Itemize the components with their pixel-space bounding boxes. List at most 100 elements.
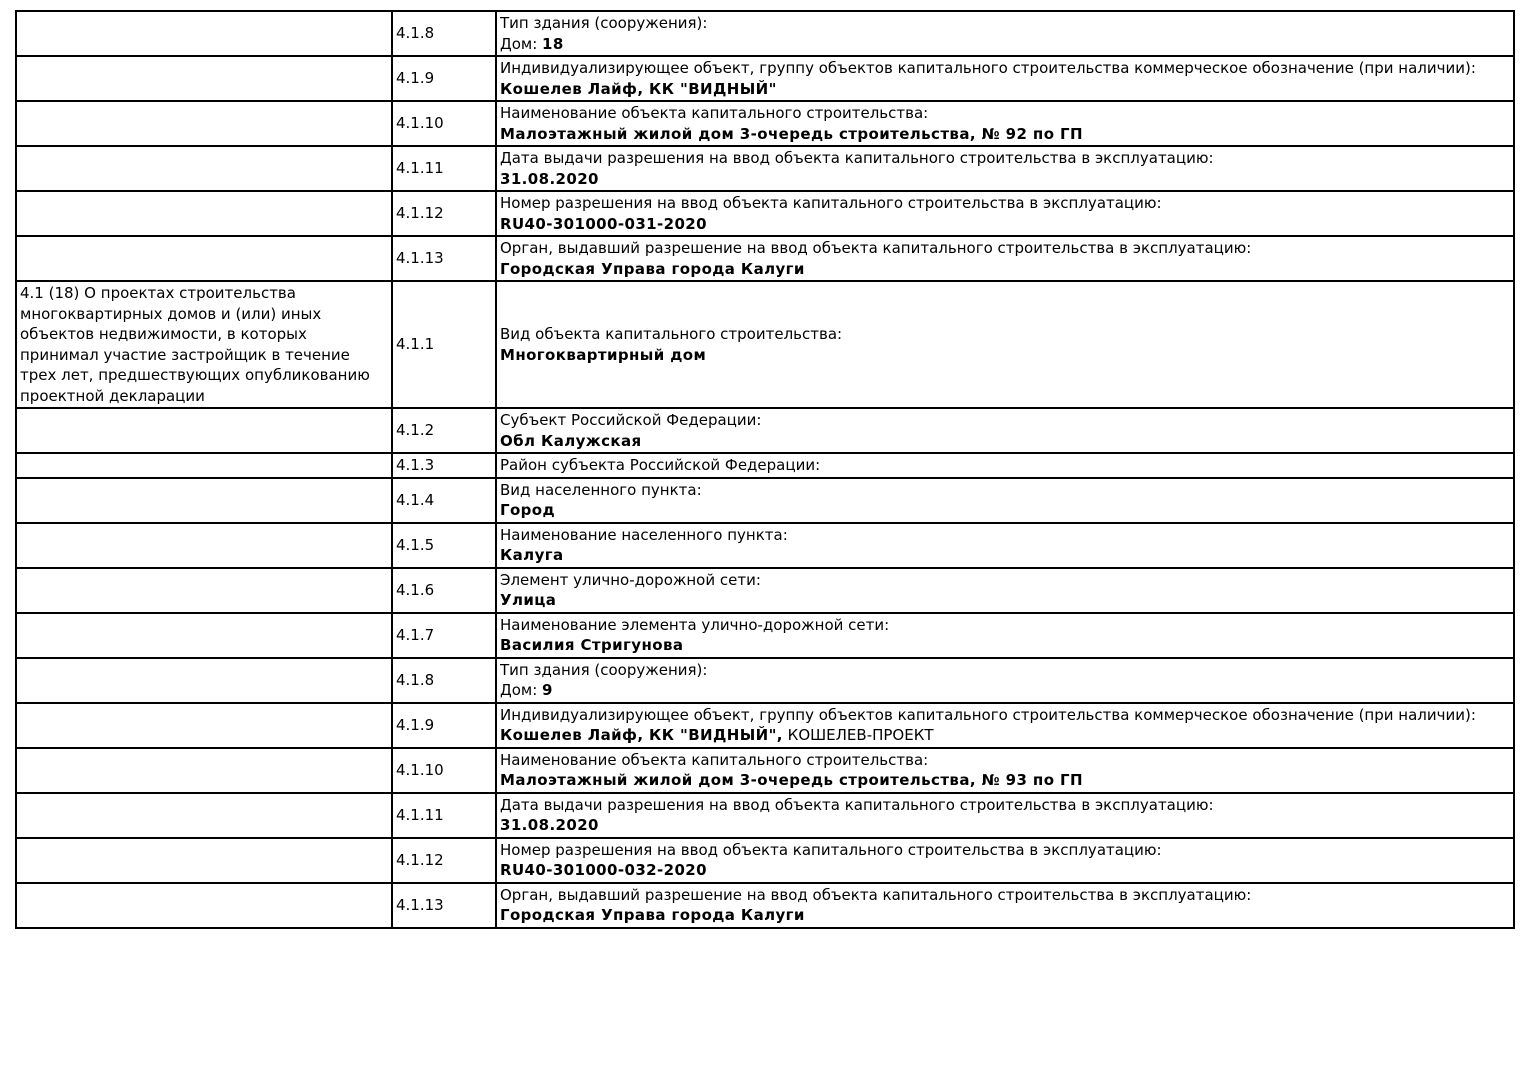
section-cell <box>15 566 393 614</box>
code-cell: 4.1.6 <box>391 566 497 614</box>
section-cell <box>15 476 393 524</box>
value-bold-text: Кошелев Лайф, КК "ВИДНЫЙ" <box>500 79 777 98</box>
content-cell: Дата выдачи разрешения на ввод объекта к… <box>495 791 1515 839</box>
declaration-table: 4.1.8 Тип здания (сооружения): Дом: 18 4.1.… <box>15 10 1515 929</box>
table-row: 4.1.5 Наименование населенного пункта: Кал… <box>15 521 1515 569</box>
content-cell: Номер разрешения на ввод объекта капитал… <box>495 836 1515 884</box>
section-cell <box>15 190 393 237</box>
field-label: Элемент улично-дорожной сети: <box>500 570 761 589</box>
section-cell <box>15 656 393 704</box>
code-cell: 4.1.13 <box>391 235 497 282</box>
table-row: 4.1.3 Район субъекта Российской Федерации… <box>15 452 1515 479</box>
field-value: RU40-301000-032-2020 <box>500 860 1509 881</box>
value-bold-text: RU40-301000-031-2020 <box>500 214 707 233</box>
field-value: Дом: 9 <box>500 680 1509 701</box>
content-cell: Орган, выдавший разрешение на ввод объек… <box>495 881 1515 929</box>
section-cell <box>15 746 393 794</box>
field-label: Орган, выдавший разрешение на ввод объек… <box>500 885 1252 904</box>
table-row: 4.1.2 Субъект Российской Федерации: Обл Ка… <box>15 407 1515 454</box>
table-row: 4.1.10 Наименование объекта капитального … <box>15 746 1515 794</box>
value-bold-text: 31.08.2020 <box>500 169 599 188</box>
value-regular-text: Дом: <box>500 34 543 53</box>
code-cell: 4.1.1 <box>391 280 497 409</box>
field-value: Обл Калужская <box>500 431 1509 452</box>
field-value: 31.08.2020 <box>500 815 1509 836</box>
section-cell <box>15 611 393 659</box>
field-label: Тип здания (сооружения): <box>500 660 708 679</box>
content-cell: Наименование объекта капитального строит… <box>495 100 1515 147</box>
code-cell: 4.1.11 <box>391 145 497 192</box>
value-bold-text: Василия Стригунова <box>500 636 684 654</box>
field-label: Вид населенного пункта: <box>500 480 702 499</box>
content-cell: Орган, выдавший разрешение на ввод объек… <box>495 235 1515 282</box>
code-cell: 4.1.4 <box>391 476 497 524</box>
table-row: 4.1.13 Орган, выдавший разрешение на ввод… <box>15 881 1515 929</box>
table-row: 4.1.6 Элемент улично-дорожной сети: Улица <box>15 566 1515 614</box>
content-cell: Вид населенного пункта: Город <box>495 476 1515 524</box>
value-bold-text: Малоэтажный жилой дом 3-очередь строител… <box>500 771 1083 789</box>
code-cell: 4.1.3 <box>391 452 497 479</box>
code-cell: 4.1.2 <box>391 407 497 454</box>
field-value: Городская Управа города Калуги <box>500 259 1509 280</box>
table-row: 4.1.4 Вид населенного пункта: Город <box>15 476 1515 524</box>
code-cell: 4.1.10 <box>391 746 497 794</box>
table-row: 4.1.12 Номер разрешения на ввод объекта к… <box>15 836 1515 884</box>
field-value: Василия Стригунова <box>500 635 1509 656</box>
field-label: Вид объекта капитального строительства: <box>500 325 843 343</box>
content-cell: Индивидуализирующее объект, группу объек… <box>495 701 1515 749</box>
table-row: 4.1 (18) О проектах строительства многок… <box>15 280 1515 409</box>
content-cell: Тип здания (сооружения): Дом: 9 <box>495 656 1515 704</box>
field-label: Наименование объекта капитального строит… <box>500 104 929 122</box>
field-label: Номер разрешения на ввод объекта капитал… <box>500 840 1162 859</box>
value-bold-text: Обл Калужская <box>500 431 642 450</box>
value-bold-text: Улица <box>500 591 557 609</box>
content-cell: Район субъекта Российской Федерации: <box>495 452 1515 479</box>
table-row: 4.1.8 Тип здания (сооружения): Дом: 18 <box>15 10 1515 57</box>
table-row: 4.1.10 Наименование объекта капитального … <box>15 100 1515 147</box>
field-value: Городская Управа города Калуги <box>500 905 1509 926</box>
code-cell: 4.1.12 <box>391 836 497 884</box>
section-cell <box>15 452 393 479</box>
field-label: Дата выдачи разрешения на ввод объекта к… <box>500 149 1214 167</box>
code-cell: 4.1.5 <box>391 521 497 569</box>
value-bold-text: RU40-301000-032-2020 <box>500 861 707 879</box>
section-cell <box>15 407 393 454</box>
field-label: Наименование населенного пункта: <box>500 525 788 544</box>
code-cell: 4.1.9 <box>391 701 497 749</box>
field-value: Город <box>500 500 1509 521</box>
section-cell <box>15 145 393 192</box>
field-label: Район субъекта Российской Федерации: <box>500 456 821 474</box>
value-bold-text: Многоквартирный дом <box>500 345 707 364</box>
field-value: Кошелев Лайф, КК "ВИДНЫЙ", КОШЕЛЕВ-ПРОЕК… <box>500 725 1509 746</box>
content-cell: Дата выдачи разрешения на ввод объекта к… <box>495 145 1515 192</box>
section-cell <box>15 521 393 569</box>
field-label: Дата выдачи разрешения на ввод объекта к… <box>500 795 1214 814</box>
field-value: Улица <box>500 590 1509 611</box>
section-cell <box>15 235 393 282</box>
code-cell: 4.1.10 <box>391 100 497 147</box>
value-bold-text: Городская Управа города Калуги <box>500 259 805 278</box>
table-row: 4.1.11 Дата выдачи разрешения на ввод объ… <box>15 145 1515 192</box>
field-value: Многоквартирный дом <box>500 345 1509 366</box>
value-bold-text: 9 <box>542 681 553 699</box>
field-value: Малоэтажный жилой дом 3-очередь строител… <box>500 770 1509 791</box>
value-bold-text: 18 <box>542 34 564 53</box>
content-cell: Наименование элемента улично-дорожной се… <box>495 611 1515 659</box>
value-bold-text: Кошелев Лайф, КК "ВИДНЫЙ", <box>500 726 783 744</box>
section-cell <box>15 836 393 884</box>
field-value: Кошелев Лайф, КК "ВИДНЫЙ" <box>500 79 1509 100</box>
value-bold-text: Калуга <box>500 546 564 564</box>
field-value: Малоэтажный жилой дом 3-очередь строител… <box>500 124 1509 145</box>
field-label: Субъект Российской Федерации: <box>500 411 762 429</box>
value-bold-text: Город <box>500 501 556 519</box>
code-cell: 4.1.8 <box>391 656 497 704</box>
code-cell: 4.1.9 <box>391 55 497 102</box>
code-cell: 4.1.13 <box>391 881 497 929</box>
code-cell: 4.1.12 <box>391 190 497 237</box>
table-row: 4.1.13 Орган, выдавший разрешение на ввод… <box>15 235 1515 282</box>
content-cell: Индивидуализирующее объект, группу объек… <box>495 55 1515 102</box>
value-bold-text: Малоэтажный жилой дом 3-очередь строител… <box>500 124 1083 143</box>
section-cell <box>15 55 393 102</box>
field-value: 31.08.2020 <box>500 169 1509 190</box>
content-cell: Наименование населенного пункта: Калуга <box>495 521 1515 569</box>
